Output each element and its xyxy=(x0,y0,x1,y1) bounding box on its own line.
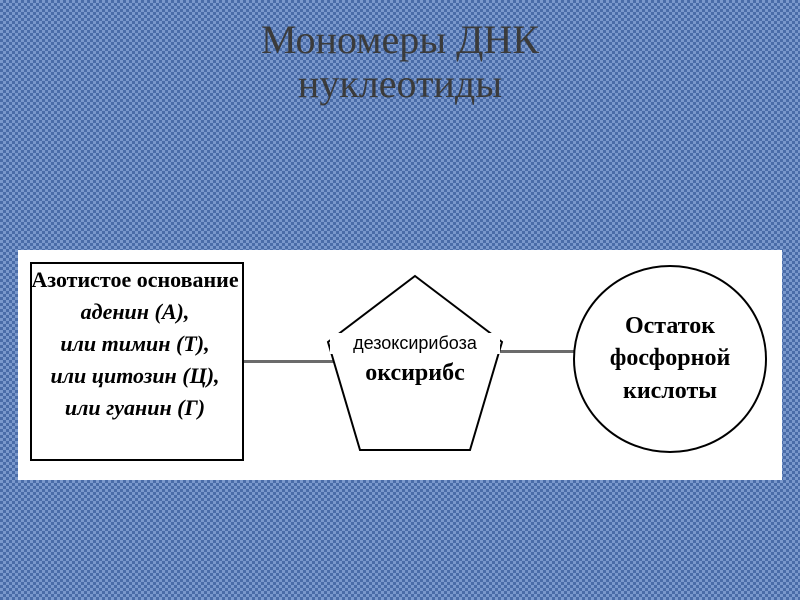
phos-line-2: фосфорной xyxy=(610,345,731,371)
nbase-heading: Азотистое основание xyxy=(31,267,238,292)
phosphate-text: Остаток фосфорной кислоты xyxy=(570,310,770,407)
nitrogen-base-text: Азотистое основание аденин (А), или тими… xyxy=(30,264,240,423)
phos-line-1: Остаток xyxy=(625,313,715,339)
phos-line-3: кислоты xyxy=(623,378,717,404)
slide: Мономеры ДНК нуклеотиды Азотистое основа… xyxy=(0,0,800,600)
sugar-label-oxyribose: оксирибс xyxy=(330,360,500,387)
nbase-line-1: аденин (А), xyxy=(81,299,190,324)
nbase-line-4: или гуанин (Г) xyxy=(65,395,205,420)
nbase-line-3: или цитозин (Ц), xyxy=(50,363,219,388)
page-title: Мономеры ДНК нуклеотиды xyxy=(0,18,800,106)
title-line-1: Мономеры ДНК xyxy=(261,17,539,62)
title-line-2: нуклеотиды xyxy=(298,61,502,106)
nbase-line-2: или тимин (Т), xyxy=(60,331,209,356)
sugar-label-deoxyribose: дезоксирибоза xyxy=(330,333,500,354)
